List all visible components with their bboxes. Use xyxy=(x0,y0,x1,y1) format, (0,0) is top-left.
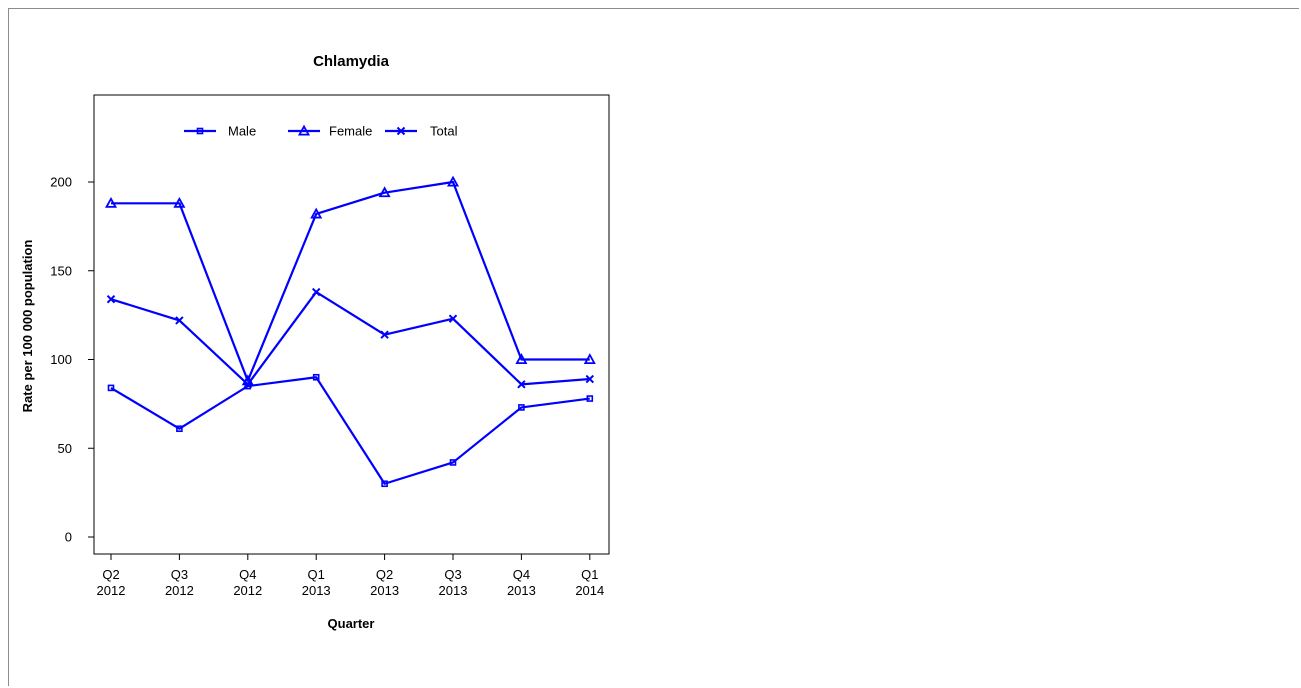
series-line-total xyxy=(110,290,590,386)
legend: Male Female Total xyxy=(184,124,458,139)
data-point-total xyxy=(311,287,321,297)
plot-area-box xyxy=(93,94,610,555)
y-tick-label: 0 xyxy=(65,530,72,545)
legend-item-total: Total xyxy=(385,124,458,139)
data-point-female xyxy=(583,353,596,365)
y-tick-label: 150 xyxy=(50,263,72,278)
data-point-male xyxy=(586,395,594,402)
data-point-total xyxy=(585,374,595,384)
data-point-male xyxy=(518,404,525,411)
data-point-total xyxy=(448,314,458,323)
data-point-total xyxy=(243,380,253,389)
data-point-total xyxy=(517,380,526,389)
x-tick-label: Q4 2013 xyxy=(507,567,536,598)
legend-label-female: Female xyxy=(329,124,372,139)
x-axis-label: Quarter xyxy=(328,616,375,631)
legend-marker-total xyxy=(396,126,406,136)
x-tick-label: Q2 2013 xyxy=(370,567,399,598)
chart-title: Chlamydia xyxy=(313,53,390,70)
y-tick-label: 50 xyxy=(58,441,72,456)
series-total xyxy=(106,287,595,389)
legend-label-total: Total xyxy=(430,124,458,139)
data-point-total xyxy=(175,316,184,325)
series-line-female xyxy=(111,180,590,382)
legend-marker-female xyxy=(297,124,311,136)
data-point-male xyxy=(176,425,183,433)
x-tick-label: Q2 2012 xyxy=(97,567,126,598)
data-point-female xyxy=(446,175,460,187)
data-point-total xyxy=(380,330,389,339)
data-point-total xyxy=(106,294,116,304)
data-point-male xyxy=(381,480,388,488)
x-tick-label: Q3 2013 xyxy=(439,567,468,598)
data-point-male xyxy=(107,384,115,392)
data-point-female xyxy=(104,196,118,208)
plot-frame xyxy=(8,8,1299,686)
data-point-female xyxy=(378,186,391,198)
x-tick-label: Q1 2014 xyxy=(575,567,604,598)
legend-item-male: Male xyxy=(184,124,256,139)
series-female xyxy=(104,175,596,386)
data-point-male xyxy=(449,459,457,466)
legend-label-male: Male xyxy=(228,124,256,139)
y-tick-label: 200 xyxy=(50,175,72,190)
data-point-female xyxy=(310,207,323,219)
legend-item-female: Female xyxy=(288,124,372,139)
x-tick-label: Q3 2012 xyxy=(165,567,194,598)
y-axis-label: Rate per 100 000 population xyxy=(20,240,35,413)
x-tick-label: Q1 2013 xyxy=(302,567,331,598)
series-layer xyxy=(104,175,596,488)
series-male xyxy=(107,373,594,488)
x-tick-label: Q4 2012 xyxy=(233,567,262,598)
series-line-male xyxy=(110,376,590,485)
data-point-female xyxy=(173,196,186,208)
legend-marker-male xyxy=(196,127,204,135)
data-point-male xyxy=(312,373,320,381)
axes: Q2 2012 Q3 2012 Q4 2012 Q1 2013 Q2 2013 Q3 2013 Q4 20… xyxy=(50,175,604,599)
y-tick-label: 100 xyxy=(50,352,72,367)
data-point-female xyxy=(515,353,528,365)
